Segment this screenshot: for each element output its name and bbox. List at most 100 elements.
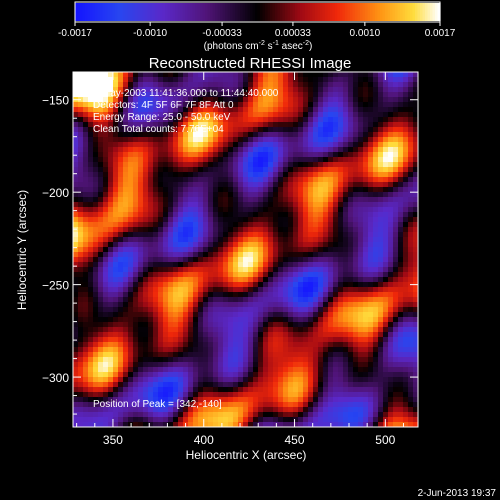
- heatmap-cell: [383, 287, 389, 293]
- heatmap-cell: [228, 292, 234, 298]
- heatmap-cell: [103, 257, 109, 263]
- heatmap-cell: [313, 217, 319, 223]
- heatmap-cell: [273, 242, 279, 248]
- heatmap-cell: [188, 247, 194, 253]
- heatmap-cell: [193, 77, 199, 83]
- heatmap-cell: [193, 342, 199, 348]
- heatmap-cell: [83, 307, 89, 313]
- colorbar-segment: [150, 3, 154, 21]
- heatmap-cell: [383, 137, 389, 143]
- heatmap-cell: [293, 192, 299, 198]
- heatmap-cell: [318, 107, 324, 113]
- heatmap-cell: [118, 212, 124, 218]
- heatmap-cell: [268, 302, 274, 308]
- heatmap-cell: [238, 97, 244, 103]
- heatmap-cell: [103, 222, 109, 228]
- heatmap-cell: [378, 102, 384, 108]
- heatmap-cell: [328, 397, 334, 403]
- heatmap-cell: [153, 372, 159, 378]
- heatmap-cell: [153, 392, 159, 398]
- colorbar-segment: [167, 3, 171, 21]
- heatmap-cell: [353, 342, 359, 348]
- heatmap-cell: [183, 232, 189, 238]
- heatmap-cell: [223, 202, 229, 208]
- heatmap-cell: [258, 342, 264, 348]
- heatmap-cell: [338, 127, 344, 133]
- heatmap-cell: [398, 112, 404, 118]
- heatmap-cell: [208, 77, 214, 83]
- heatmap-cell: [283, 92, 289, 98]
- heatmap-cell: [118, 92, 124, 98]
- heatmap-cell: [403, 192, 409, 198]
- colorbar-frame: [74, 1, 441, 23]
- heatmap-cell: [243, 107, 249, 113]
- heatmap-cell: [188, 317, 194, 323]
- heatmap-cell: [363, 392, 369, 398]
- heatmap-cell: [213, 182, 219, 188]
- heatmap-cell: [383, 357, 389, 363]
- heatmap-cell: [268, 342, 274, 348]
- heatmap-cell: [288, 222, 294, 228]
- heatmap-cell: [163, 92, 169, 98]
- heatmap-cell: [233, 272, 239, 278]
- heatmap-cell: [203, 147, 209, 153]
- heatmap-cell: [148, 147, 154, 153]
- heatmap-cell: [328, 352, 334, 358]
- heatmap-cell: [158, 77, 164, 83]
- heatmap-cell: [88, 162, 94, 168]
- heatmap-cell: [168, 137, 174, 143]
- heatmap-cell: [293, 397, 299, 403]
- heatmap-cell: [118, 342, 124, 348]
- heatmap-cell: [313, 212, 319, 218]
- heatmap-cell: [318, 282, 324, 288]
- heatmap-cell: [243, 202, 249, 208]
- heatmap-cell: [303, 287, 309, 293]
- heatmap-cell: [388, 167, 394, 173]
- heatmap-cell: [243, 77, 249, 83]
- heatmap-cell: [143, 167, 149, 173]
- heatmap-cell: [188, 232, 194, 238]
- heatmap-cell: [343, 102, 349, 108]
- heatmap-cell: [73, 417, 79, 423]
- heatmap-cell: [378, 97, 384, 103]
- heatmap-cell: [393, 282, 399, 288]
- heatmap-cell: [78, 242, 84, 248]
- heatmap-cell: [263, 287, 269, 293]
- heatmap-cell: [153, 107, 159, 113]
- heatmap-cell: [373, 247, 379, 253]
- heatmap-cell: [408, 342, 414, 348]
- heatmap-cell: [243, 247, 249, 253]
- heatmap-cell: [328, 322, 334, 328]
- heatmap-cell: [348, 232, 354, 238]
- heatmap-cell: [413, 412, 419, 418]
- heatmap-cell: [128, 212, 134, 218]
- heatmap-cell: [273, 382, 279, 388]
- heatmap-cell: [193, 147, 199, 153]
- heatmap-cell: [333, 272, 339, 278]
- heatmap-cell: [228, 112, 234, 118]
- heatmap-cell: [98, 417, 104, 423]
- heatmap-cell: [238, 337, 244, 343]
- heatmap-cell: [183, 297, 189, 303]
- heatmap-cell: [188, 262, 194, 268]
- heatmap-cell: [273, 127, 279, 133]
- heatmap-cell: [328, 107, 334, 113]
- heatmap-cell: [158, 242, 164, 248]
- heatmap-cell: [148, 267, 154, 273]
- heatmap-cell: [203, 332, 209, 338]
- heatmap-cell: [173, 282, 179, 288]
- heatmap-cell: [328, 202, 334, 208]
- heatmap-cell: [268, 402, 274, 408]
- heatmap-cell: [158, 202, 164, 208]
- heatmap-cell: [238, 87, 244, 93]
- colorbar-segment: [335, 3, 339, 21]
- heatmap-cell: [288, 227, 294, 233]
- colorbar-segment: [197, 3, 201, 21]
- colorbar-segment: [340, 3, 344, 21]
- heatmap-cell: [83, 217, 89, 223]
- heatmap-cell: [348, 357, 354, 363]
- heatmap-cell: [378, 92, 384, 98]
- heatmap-cell: [288, 97, 294, 103]
- heatmap-cell: [178, 282, 184, 288]
- heatmap-cell: [408, 237, 414, 243]
